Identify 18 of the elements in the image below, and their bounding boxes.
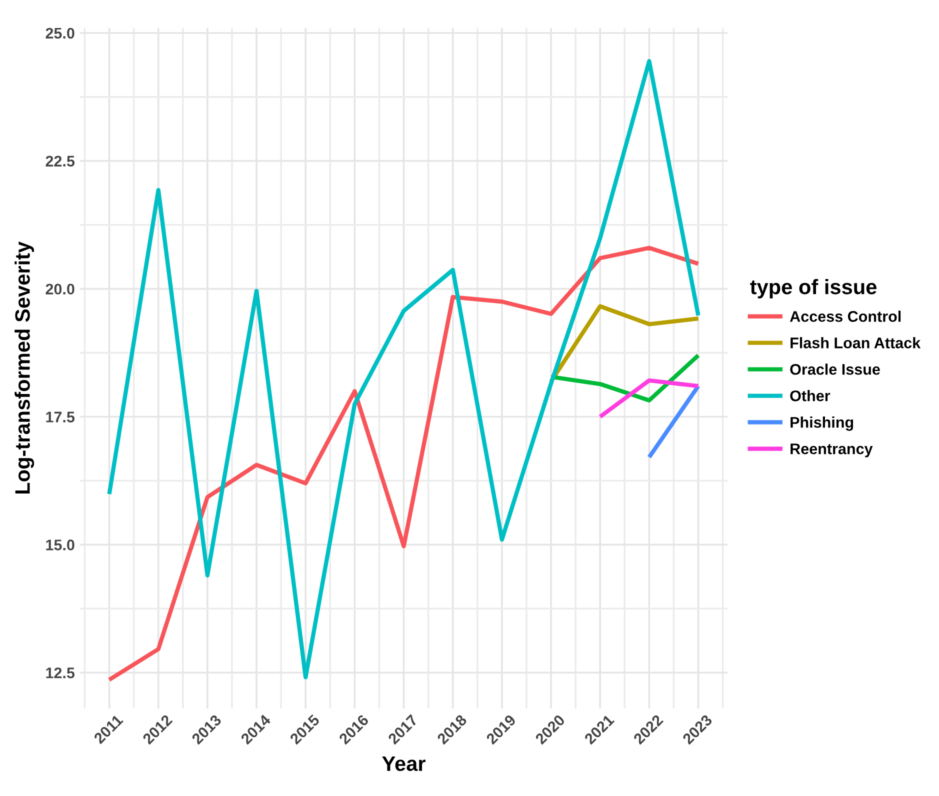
line-series xyxy=(548,353,700,402)
legend-label: Flash Loan Attack xyxy=(790,337,921,348)
legend-label: Phishing xyxy=(790,416,854,431)
legend-label: Access Control xyxy=(790,310,901,322)
y-tick-label: 15.0 xyxy=(46,540,74,550)
line-series xyxy=(107,246,700,682)
y-tick-label: 22.5 xyxy=(46,156,75,167)
y-tick-label: 17.5 xyxy=(46,412,75,422)
y-tick-label: 25.0 xyxy=(46,28,74,39)
y-axis-title: Log-transformed Severity xyxy=(14,241,34,494)
legend-title: type of issue xyxy=(750,279,876,298)
y-tick-label: 20.0 xyxy=(46,284,74,295)
legend-label: Other xyxy=(790,390,830,402)
legend-label: Reentrancy xyxy=(790,444,873,458)
x-axis-title: Year xyxy=(382,756,426,772)
legend-label: Oracle Issue xyxy=(790,364,880,375)
y-tick-label: 12.5 xyxy=(46,667,75,678)
line-series xyxy=(107,59,700,680)
